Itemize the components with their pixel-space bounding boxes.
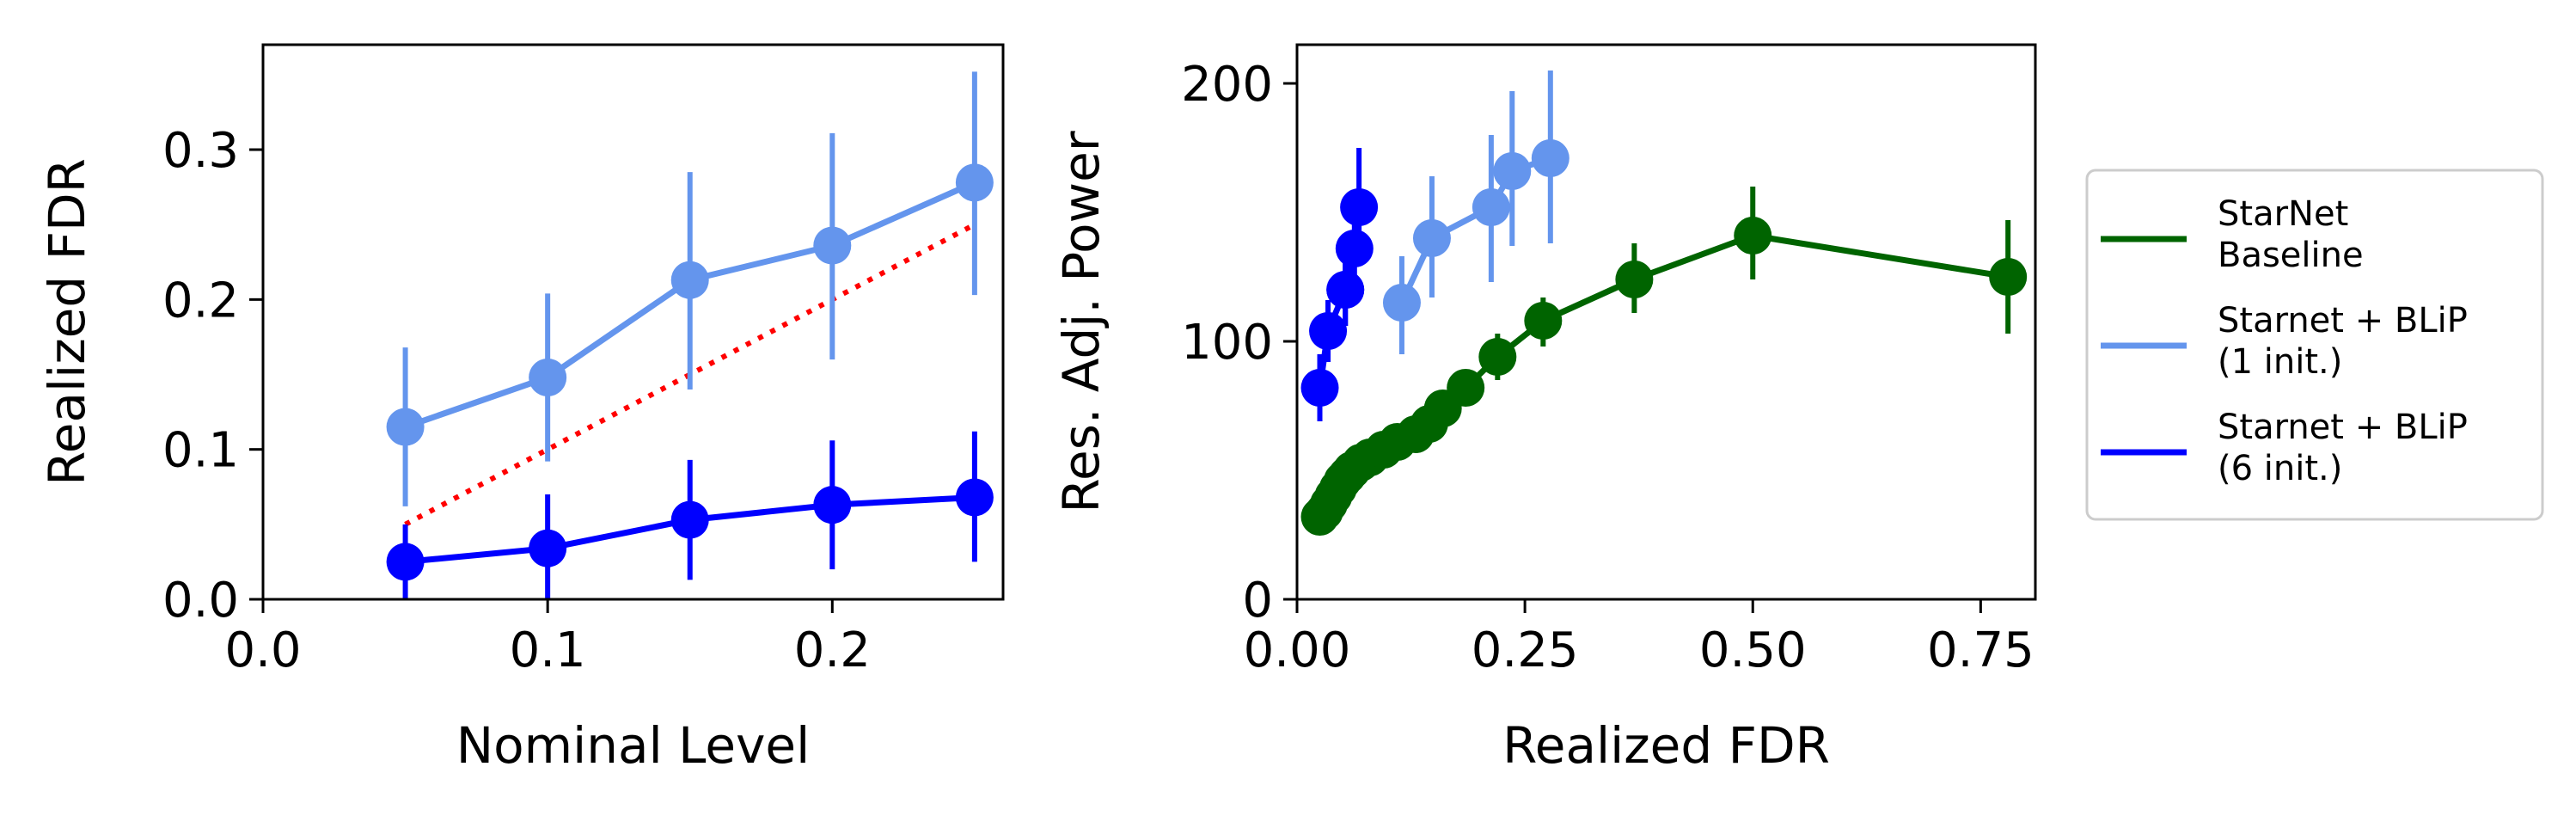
legend-label-2: Starnet + BLiP (6 init.) <box>2218 408 2468 488</box>
legend-label-1: Starnet + BLiP (1 init.) <box>2218 301 2468 382</box>
right-x-tick-label: 0.00 <box>1244 623 1351 678</box>
left-x-tick-label: 0.0 <box>224 623 301 678</box>
right-y-tick-label: 100 <box>1181 315 1273 371</box>
right-series-0 <box>1300 187 2028 536</box>
right-series-line <box>1317 232 2009 519</box>
right-data-point <box>1531 139 1569 177</box>
right-data-point <box>1478 338 1517 376</box>
left-data-point <box>955 163 994 202</box>
right-data-point <box>1340 188 1379 226</box>
right-data-point <box>1326 271 1365 309</box>
right-data-point <box>1382 284 1421 322</box>
right-x-tick-label: 0.25 <box>1472 623 1579 678</box>
left-data-point <box>386 408 425 446</box>
left-data-point <box>529 359 567 396</box>
left-plot: 0.0 0.1 0.2 0.0 0.1 0.2 0.3 Nominal Level Realiz… <box>38 43 1005 775</box>
right-data-point <box>1493 152 1532 190</box>
right-data-point <box>1615 261 1654 298</box>
right-plot: 0.00 0.25 0.50 0.75 0 100 200 Realized FDR Res. … <box>1052 43 2037 775</box>
left-x-tick-label: 0.1 <box>510 623 586 678</box>
left-data-point <box>670 261 709 299</box>
right-y-tick-label: 0 <box>1242 573 1273 629</box>
legend-label-line: (1 init.) <box>2218 342 2342 382</box>
left-y-tick-label: 0.3 <box>162 123 239 179</box>
left-y-tick-label: 0.2 <box>162 273 239 328</box>
left-y-axis-label: Realized FDR <box>38 158 96 486</box>
right-data-point <box>1412 219 1451 257</box>
right-data-point <box>1524 302 1563 340</box>
left-data-point <box>529 529 567 567</box>
left-series-1 <box>386 431 994 599</box>
right-data-point <box>1447 369 1485 407</box>
right-data-point <box>1989 258 2028 296</box>
legend-label-line: Starnet + BLiP <box>2218 301 2468 340</box>
right-x-tick-label: 0.75 <box>1927 623 2034 678</box>
right-data-point <box>1335 230 1374 267</box>
right-axes-frame <box>1295 43 2037 601</box>
right-x-tick-label: 0.50 <box>1699 623 1807 678</box>
right-y-axis-label: Res. Adj. Power <box>1052 131 1111 512</box>
right-x-axis-label: Realized FDR <box>1502 716 1830 775</box>
left-data-point <box>670 500 709 539</box>
right-series-2 <box>1300 148 1379 421</box>
legend-label-line: (6 init.) <box>2218 449 2342 488</box>
right-y-tick-label: 200 <box>1181 57 1273 113</box>
right-data-point <box>1734 217 1772 255</box>
left-x-tick-label: 0.2 <box>794 623 871 678</box>
legend-label-0: StarNet Baseline <box>2218 194 2364 275</box>
right-series-1 <box>1382 71 1569 354</box>
legend-label-line: Baseline <box>2218 236 2364 275</box>
left-axes-frame <box>261 43 1005 601</box>
legend-box <box>2085 169 2544 521</box>
left-y-tick-label: 0.1 <box>162 423 239 479</box>
left-data-point <box>955 478 994 517</box>
left-data-point <box>813 226 852 265</box>
left-data-point <box>813 486 852 524</box>
left-y-tick-label: 0.0 <box>162 573 239 629</box>
left-x-axis-label: Nominal Level <box>456 716 810 775</box>
right-data-point <box>1300 369 1339 407</box>
right-data-point <box>1309 312 1348 350</box>
left-series-0 <box>386 71 994 506</box>
left-data-point <box>386 543 425 581</box>
legend-label-line: Starnet + BLiP <box>2218 408 2468 447</box>
legend-label-line: StarNet <box>2218 194 2348 234</box>
right-data-point <box>1472 188 1510 226</box>
